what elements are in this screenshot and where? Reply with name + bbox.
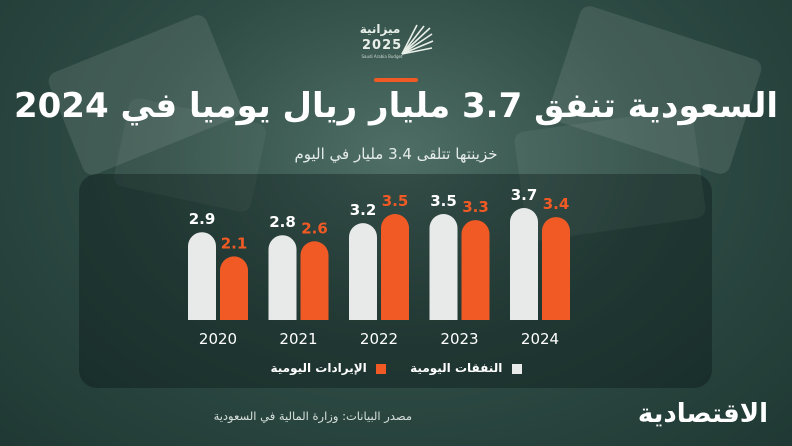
bar-spending [268,235,297,320]
legend-item-revenue: الإيرادات اليومية [270,361,386,375]
bar-spending [188,232,216,320]
legend-item-spending: النفقات اليومية [410,361,522,375]
legend-label-revenue: الإيرادات اليومية [270,361,367,375]
data-label-revenue: 3.3 [462,198,489,216]
bar-revenue [381,214,409,320]
budget-logo: ميزانية 2025 Saudi Arabia Budget [358,18,434,64]
bar-revenue [461,220,490,320]
data-label-revenue: 2.1 [221,234,248,252]
data-label-spending: 2.9 [189,210,216,228]
logo-text: ميزانية [359,22,401,36]
bar-spending [429,214,458,320]
logo-arcs-icon [401,24,434,55]
x-tick-label: 2023 [440,330,478,348]
bar-spending [510,208,538,320]
data-label-revenue: 3.5 [382,192,409,210]
bar-spending [349,223,377,320]
x-tick-label: 2024 [521,330,559,348]
data-label-spending: 3.5 [430,192,457,210]
chart-legend: النفقات اليومية الإيرادات اليومية [0,361,792,375]
legend-swatch-revenue [375,363,386,374]
data-label-spending: 3.7 [511,186,538,204]
x-tick-label: 2021 [279,330,317,348]
data-label-spending: 2.8 [269,213,296,231]
bar-revenue [300,241,329,320]
logo-caption: Saudi Arabia Budget [361,54,403,59]
bar-revenue [542,217,570,320]
legend-swatch-spending [511,363,522,374]
bar-revenue [220,256,248,320]
data-label-spending: 3.2 [350,201,377,219]
accent-bar [374,78,418,82]
legend-label-spending: النفقات اليومية [410,361,503,375]
chart-title: السعودية تنفق 3.7 مليار ريال يوميا في 20… [13,86,779,126]
x-tick-label: 2022 [360,330,398,348]
x-tick-label: 2020 [199,330,237,348]
data-label-revenue: 3.4 [543,195,570,213]
brand-logo: الاقتصادية [637,399,768,429]
data-label-revenue: 2.6 [301,219,328,237]
chart-subtitle: خزينتها تتلقى 3.4 مليار في اليوم [294,145,498,163]
logo-year: 2025 [362,38,403,53]
data-source: مصدر البيانات: وزارة المالية في السعودية [213,409,412,423]
